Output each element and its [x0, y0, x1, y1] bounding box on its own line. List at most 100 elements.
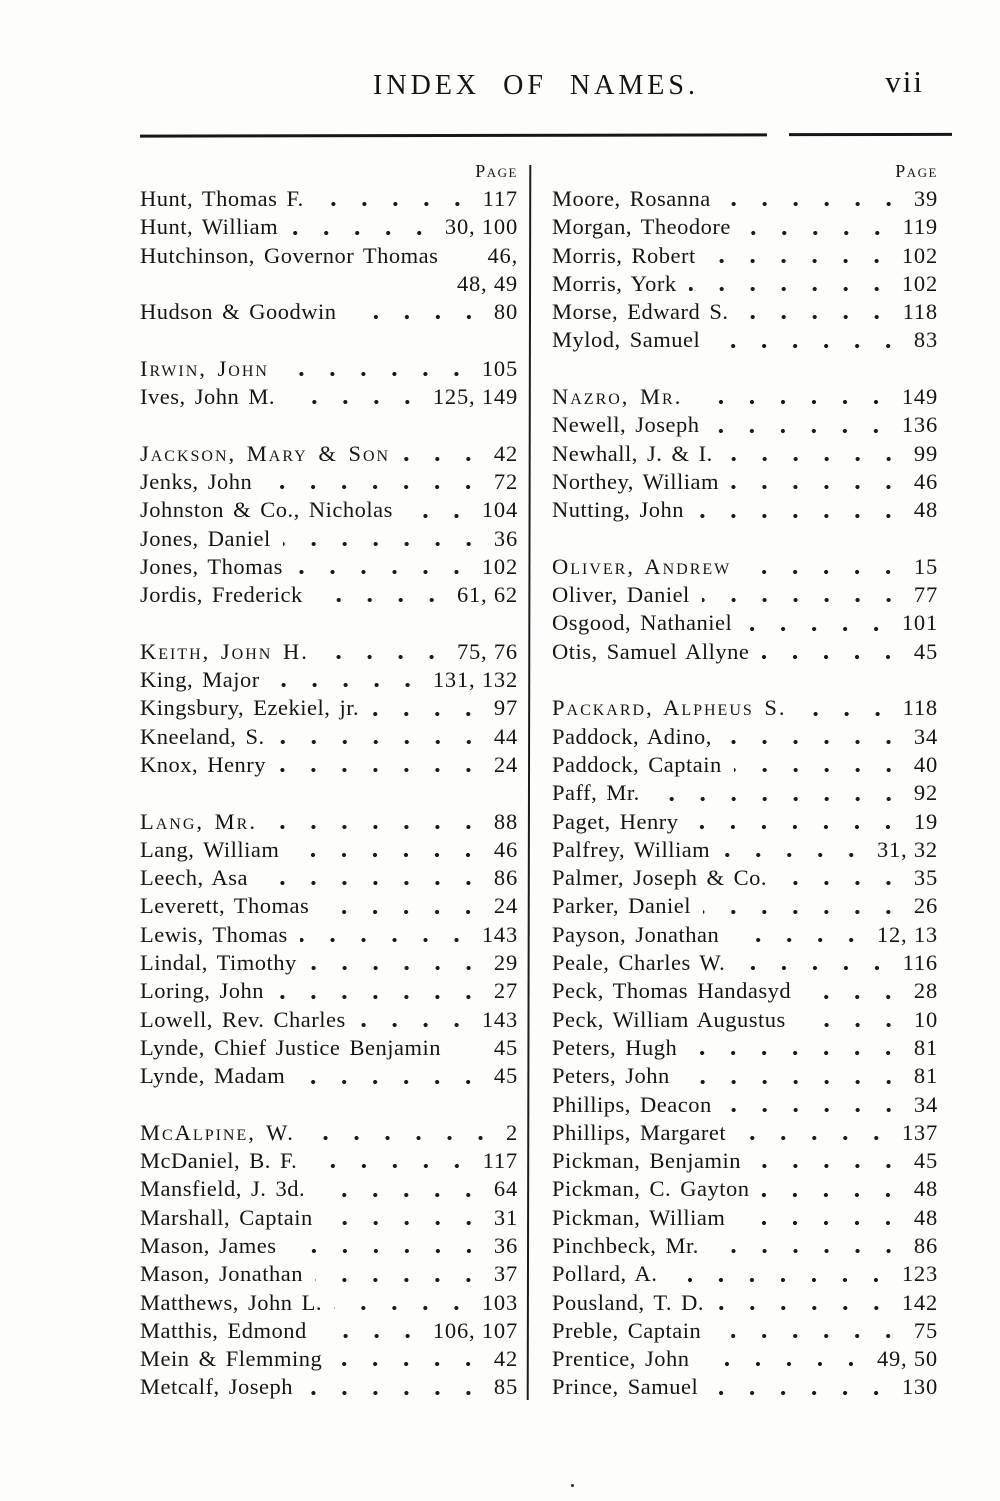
- leader-dots: [268, 807, 488, 836]
- index-entry-row: Mason, James 36: [140, 1231, 518, 1261]
- entry-name: Hutchinson, Governor Thomas: [140, 242, 439, 268]
- entry-page-number: 104: [481, 497, 518, 523]
- leader-dots: [740, 298, 897, 327]
- leader-dots: [733, 750, 908, 780]
- index-entry-row: Hunt, Thomas F. 117: [140, 185, 518, 214]
- leader-dots: [276, 977, 488, 1006]
- leader-dots: [304, 1373, 488, 1402]
- index-entry-row: Newhall, J. & I. 99: [552, 439, 938, 468]
- entry-name: Morgan, Theodore: [552, 214, 731, 240]
- leader-dots: [737, 949, 897, 978]
- index-entry-row: Knox, Henry 24: [140, 750, 518, 780]
- index-entry-row: Morris, York 102: [552, 269, 938, 299]
- entry-name: Osgood, Nathaniel: [552, 610, 733, 636]
- entry-name: Marshall, Captain: [140, 1204, 313, 1230]
- entry-page-number: 34: [913, 723, 938, 749]
- leader-dots: [703, 892, 908, 921]
- index-entry-row: Paget, Henry 19: [552, 807, 938, 836]
- entry-name: Loring, John: [140, 978, 264, 1004]
- entry-name: Lang, William: [140, 836, 280, 862]
- leader-dots: [724, 439, 908, 468]
- index-entry-row: Palmer, Joseph & Co. 35: [552, 864, 938, 893]
- index-entry-row: Mylod, Samuel 83: [552, 326, 938, 355]
- leader-dots: [404, 496, 476, 525]
- entry-page-number: 83: [913, 327, 938, 353]
- leader-dots: [710, 1231, 908, 1261]
- index-entry-row: King, Major 131, 132: [140, 666, 518, 695]
- index-entry-row: Osgood, Nathaniel 101: [552, 609, 938, 638]
- entry-page-number: 123: [901, 1261, 938, 1287]
- index-entry-row: Matthis, Edmond 106, 107: [140, 1316, 518, 1346]
- entry-page-number: 46,: [487, 242, 518, 268]
- leader-dots: [761, 637, 908, 667]
- leader-dots: [722, 185, 908, 214]
- entry-name: Lynde, Chief Justice Benjamin: [140, 1034, 441, 1060]
- entry-page-number: 142: [901, 1289, 938, 1315]
- leader-dots: [694, 383, 896, 412]
- leader-dots: [712, 326, 908, 355]
- entry-name: Lewis, Thomas: [140, 921, 288, 947]
- entry-page-number: 101: [901, 610, 938, 636]
- leader-dots: [294, 552, 476, 582]
- leader-dots: [710, 1373, 896, 1402]
- index-entry-row: Paddock, Adino, 34: [552, 722, 938, 751]
- leader-dots: [450, 242, 481, 270]
- entry-page-number: 106, 107: [432, 1317, 518, 1343]
- index-entry-row: Johnston & Co., Nicholas 104: [140, 496, 518, 525]
- entry-page-number: 37: [493, 1261, 518, 1287]
- leader-dots: [334, 1288, 476, 1317]
- entry-page-number: 105: [481, 355, 518, 381]
- leader-dots: [320, 637, 451, 667]
- leader-dots: [701, 1345, 871, 1374]
- spacer-row: [140, 609, 518, 637]
- index-entry-row: Pinchbeck, Mr. 86: [552, 1231, 938, 1261]
- entry-page-number: 42: [493, 1346, 518, 1372]
- leader-dots: [730, 467, 908, 497]
- entry-page-number: 81: [913, 1063, 938, 1089]
- entry-page-number: 46: [493, 836, 518, 862]
- entry-page-number: 31: [493, 1204, 518, 1230]
- entry-page-number: 48: [913, 1204, 938, 1230]
- leader-dots: [317, 1175, 488, 1204]
- entry-page-number: 118: [902, 695, 938, 721]
- spacer-row: [140, 1091, 518, 1119]
- index-entry-row: Marshall, Captain 31: [140, 1203, 518, 1232]
- entry-name: Prince, Samuel: [552, 1374, 699, 1400]
- entry-name: McAlpine, W.: [140, 1119, 295, 1145]
- entry-page-number: 72: [493, 468, 518, 494]
- entry-name: Jordis, Frederick: [140, 582, 303, 608]
- entry-page-number: 92: [913, 780, 938, 806]
- leader-dots: [280, 354, 476, 384]
- entry-page-number: 102: [481, 553, 518, 579]
- entry-name: Pickman, C. Gayton: [552, 1176, 750, 1202]
- index-entry-row: Prince, Samuel 130: [552, 1373, 938, 1402]
- entry-name: Kingsbury, Ezekiel, jr.: [140, 695, 360, 721]
- entry-page-number: 80: [493, 299, 518, 325]
- index-entry-row: Lynde, Madam 45: [140, 1062, 518, 1091]
- entry-page-number: 116: [902, 950, 938, 976]
- leader-dots: [402, 439, 488, 468]
- page-title: INDEX OF NAMES.: [373, 70, 699, 101]
- index-entry-row: 48, 49: [140, 270, 518, 298]
- entry-page-number: 102: [901, 242, 938, 268]
- leader-dots: [299, 920, 476, 950]
- entry-page-number: 49, 50: [876, 1346, 938, 1372]
- leader-dots: [288, 1231, 488, 1261]
- entry-name: Hudson & Goodwin: [140, 299, 337, 325]
- index-entry-row: Jones, Thomas 102: [140, 552, 518, 582]
- leader-dots: [711, 411, 896, 440]
- entry-page-number: 46: [913, 468, 938, 494]
- entry-name: Oliver, Daniel: [552, 582, 690, 608]
- entry-page-number: 36: [493, 1232, 518, 1258]
- leader-dots: [271, 666, 427, 695]
- entry-page-number: 28: [913, 978, 938, 1004]
- index-entry-row: Lang, Mr. 88: [140, 807, 518, 836]
- index-entry-row: Loring, John 27: [140, 977, 518, 1006]
- entry-name: Metcalf, Joseph: [140, 1374, 293, 1400]
- index-entry-row: Keith, John H. 75, 76: [140, 637, 518, 667]
- index-entry-row: Prentice, John 49, 50: [552, 1345, 938, 1374]
- entry-name: Mason, Jonathan: [140, 1261, 303, 1287]
- index-entry-row: Morse, Edward S. 118: [552, 298, 938, 327]
- entry-name: Packard, Alpheus S.: [552, 695, 787, 721]
